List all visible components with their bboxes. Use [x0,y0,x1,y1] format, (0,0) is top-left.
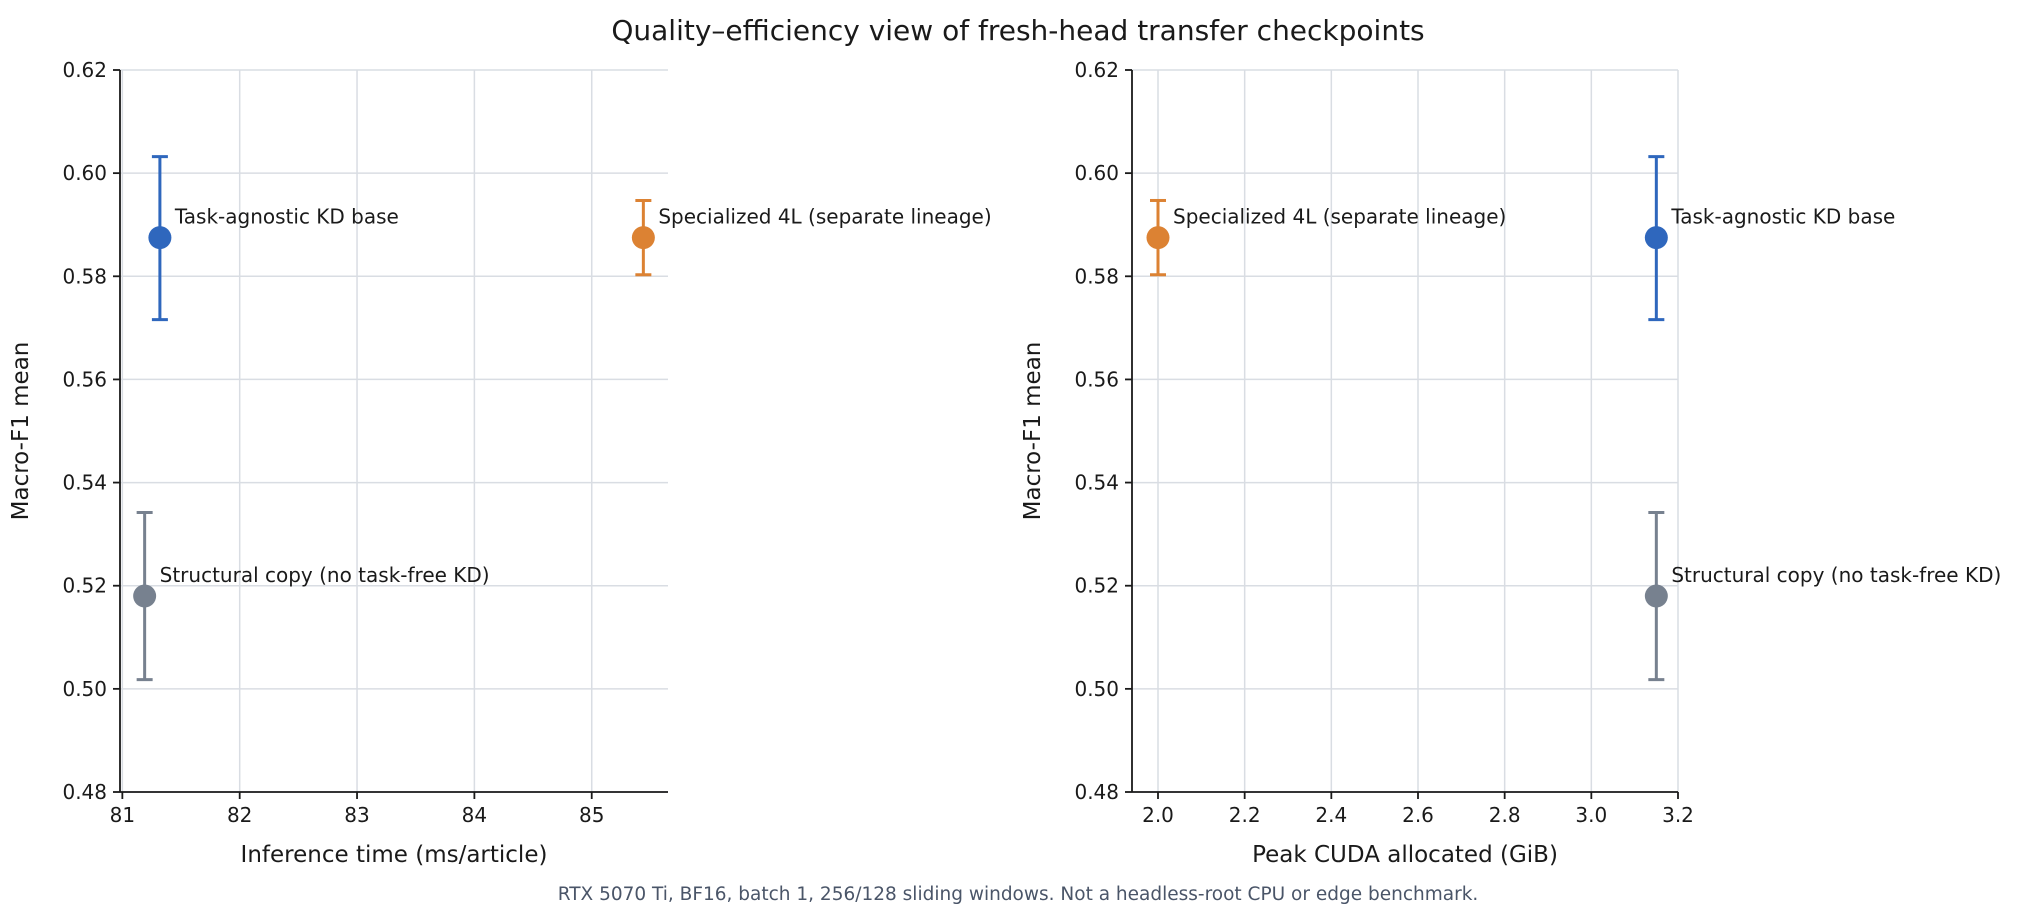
y-tick-label: 0.50 [1074,677,1119,701]
x-tick-label: 2.4 [1315,803,1347,827]
data-point [133,584,157,608]
y-tick-label: 0.54 [1074,471,1119,495]
y-axis-label: Macro-F1 mean [1020,342,1046,521]
x-tick-label: 3.2 [1662,803,1694,827]
x-tick-label: 2.0 [1142,803,1174,827]
x-tick-label: 81 [110,803,135,827]
figure-title: Quality–efficiency view of fresh-head tr… [611,14,1424,47]
y-tick-label: 0.56 [62,367,107,391]
y-tick-label: 0.56 [1074,367,1119,391]
y-tick-label: 0.48 [62,780,107,804]
x-tick-label: 2.6 [1402,803,1434,827]
y-tick-label: 0.50 [62,677,107,701]
x-tick-label: 83 [344,803,369,827]
x-tick-label: 85 [579,803,604,827]
footnote: RTX 5070 Ti, BF16, batch 1, 256/128 slid… [558,884,1479,905]
x-tick-label: 84 [462,803,487,827]
y-axis-label: Macro-F1 mean [8,342,34,521]
data-point [1146,226,1170,250]
x-axis-label: Peak CUDA allocated (GiB) [1252,842,1558,868]
data-point [631,226,655,250]
point-annotation: Specialized 4L (separate lineage) [1173,205,1506,229]
y-tick-label: 0.62 [62,58,107,82]
point-annotation: Specialized 4L (separate lineage) [658,205,991,229]
data-point [1644,584,1668,608]
x-tick-label: 3.0 [1575,803,1607,827]
y-tick-label: 0.58 [62,264,107,288]
y-tick-label: 0.54 [62,471,107,495]
right-panel: 2.0 2.2 2.4 2.6 2.8 3.0 3.2 0.48 0.50 0.52 0.54 0.5… [1020,58,2001,868]
data-point [1644,226,1668,250]
x-axis-label: Inference time (ms/article) [241,842,548,868]
point-annotation: Structural copy (no task-free KD) [1671,563,2001,587]
y-tick-label: 0.52 [62,574,107,598]
x-tick-label: 82 [227,803,252,827]
left-panel: 81 82 83 84 85 0.48 0.50 0.52 0.54 0.56 0.58 0.60 0.… [8,58,992,868]
x-tick-label: 2.2 [1229,803,1261,827]
y-tick-label: 0.60 [62,161,107,185]
y-tick-label: 0.58 [1074,264,1119,288]
y-tick-label: 0.62 [1074,58,1119,82]
point-annotation: Structural copy (no task-free KD) [160,563,490,587]
point-annotation: Task-agnostic KD base [1670,205,1895,229]
point-annotation: Task-agnostic KD base [174,205,399,229]
y-tick-label: 0.60 [1074,161,1119,185]
y-tick-label: 0.52 [1074,574,1119,598]
x-tick-label: 2.8 [1489,803,1521,827]
data-point [148,226,172,250]
y-tick-label: 0.48 [1074,780,1119,804]
